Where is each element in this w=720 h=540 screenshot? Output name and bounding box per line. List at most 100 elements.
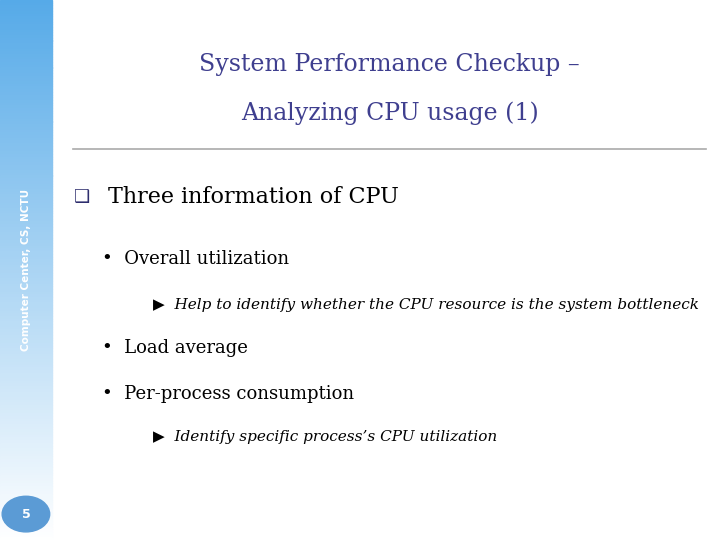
Bar (0, 143, 52, 146)
Text: Three information of CPU: Three information of CPU (108, 186, 399, 208)
Bar (0, 246, 52, 248)
Bar (0, 248, 52, 251)
Bar (0, 54, 52, 57)
Bar (0, 305, 52, 308)
Bar (0, 122, 52, 124)
Bar (0, 405, 52, 408)
Bar (0, 456, 52, 459)
Bar (0, 178, 52, 181)
Bar (0, 526, 52, 529)
Bar (0, 221, 52, 224)
Bar (0, 100, 52, 103)
Bar (0, 92, 52, 94)
Bar (0, 0, 52, 3)
Bar (0, 240, 52, 243)
Bar (0, 262, 52, 265)
Bar (0, 454, 52, 456)
Bar (0, 383, 52, 386)
Bar (0, 440, 52, 443)
Bar (0, 324, 52, 327)
Bar (0, 22, 52, 24)
Bar (0, 289, 52, 292)
Text: •  Per-process consumption: • Per-process consumption (102, 385, 354, 403)
Bar (0, 472, 52, 475)
Bar (0, 16, 52, 19)
Bar (0, 537, 52, 540)
Bar (0, 94, 52, 97)
Bar (0, 151, 52, 154)
Bar (0, 205, 52, 208)
Bar (0, 427, 52, 429)
Bar (0, 424, 52, 427)
Bar (0, 200, 52, 202)
Bar (0, 348, 52, 351)
Bar (0, 516, 52, 518)
Bar (0, 238, 52, 240)
Bar (0, 27, 52, 30)
Bar (0, 5, 52, 8)
Bar (0, 373, 52, 375)
Text: •  Overall utilization: • Overall utilization (102, 250, 289, 268)
Bar (0, 62, 52, 65)
Bar (0, 286, 52, 289)
Bar (0, 308, 52, 310)
Text: Computer Center, CS, NCTU: Computer Center, CS, NCTU (21, 189, 31, 351)
Bar (0, 489, 52, 491)
Bar (0, 346, 52, 348)
Text: System Performance Checkup –: System Performance Checkup – (199, 53, 580, 76)
Bar (0, 208, 52, 211)
Bar (0, 265, 52, 267)
Bar (0, 508, 52, 510)
Text: ❑: ❑ (73, 188, 89, 206)
Bar (0, 329, 52, 332)
Bar (0, 500, 52, 502)
Bar (0, 219, 52, 221)
Bar (0, 251, 52, 254)
Bar (0, 181, 52, 184)
Bar (0, 467, 52, 470)
Bar (0, 281, 52, 284)
Bar (0, 167, 52, 170)
Bar (0, 400, 52, 402)
Bar (0, 483, 52, 486)
Bar (0, 529, 52, 532)
Bar (0, 413, 52, 416)
Bar (0, 275, 52, 278)
Bar (0, 340, 52, 343)
Bar (0, 232, 52, 235)
Bar (0, 119, 52, 122)
Bar (0, 351, 52, 354)
Bar (0, 319, 52, 321)
Bar (0, 446, 52, 448)
Bar (0, 381, 52, 383)
Bar (0, 11, 52, 14)
Bar (0, 176, 52, 178)
Bar (0, 267, 52, 270)
Bar (0, 157, 52, 159)
Bar (0, 338, 52, 340)
Bar (0, 230, 52, 232)
Bar (0, 162, 52, 165)
Bar (0, 19, 52, 22)
Bar (0, 116, 52, 119)
Bar (0, 138, 52, 140)
Bar (0, 451, 52, 454)
Bar (0, 57, 52, 59)
Bar (0, 321, 52, 324)
Bar (0, 76, 52, 78)
Bar (0, 367, 52, 370)
Bar (0, 273, 52, 275)
Bar (0, 464, 52, 467)
Bar (0, 389, 52, 392)
Bar (0, 418, 52, 421)
Bar (0, 97, 52, 100)
Bar (0, 227, 52, 229)
Bar (0, 294, 52, 297)
Bar (0, 86, 52, 89)
Bar (0, 416, 52, 418)
Bar (0, 148, 52, 151)
Bar (0, 256, 52, 259)
Bar (0, 370, 52, 373)
Bar (0, 524, 52, 526)
Bar (0, 89, 52, 92)
